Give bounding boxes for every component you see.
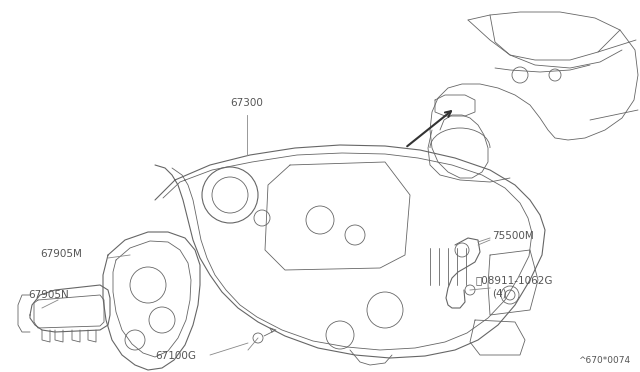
Text: (4): (4) — [492, 288, 507, 298]
Text: 75500M: 75500M — [492, 231, 534, 241]
Text: 67905M: 67905M — [40, 249, 82, 259]
Text: ⓝ08911-1062G: ⓝ08911-1062G — [475, 275, 552, 285]
Text: ^670*0074: ^670*0074 — [578, 356, 630, 365]
Text: 67100G: 67100G — [155, 351, 196, 361]
Text: 67300: 67300 — [230, 98, 264, 108]
Text: 67905N: 67905N — [28, 290, 68, 300]
